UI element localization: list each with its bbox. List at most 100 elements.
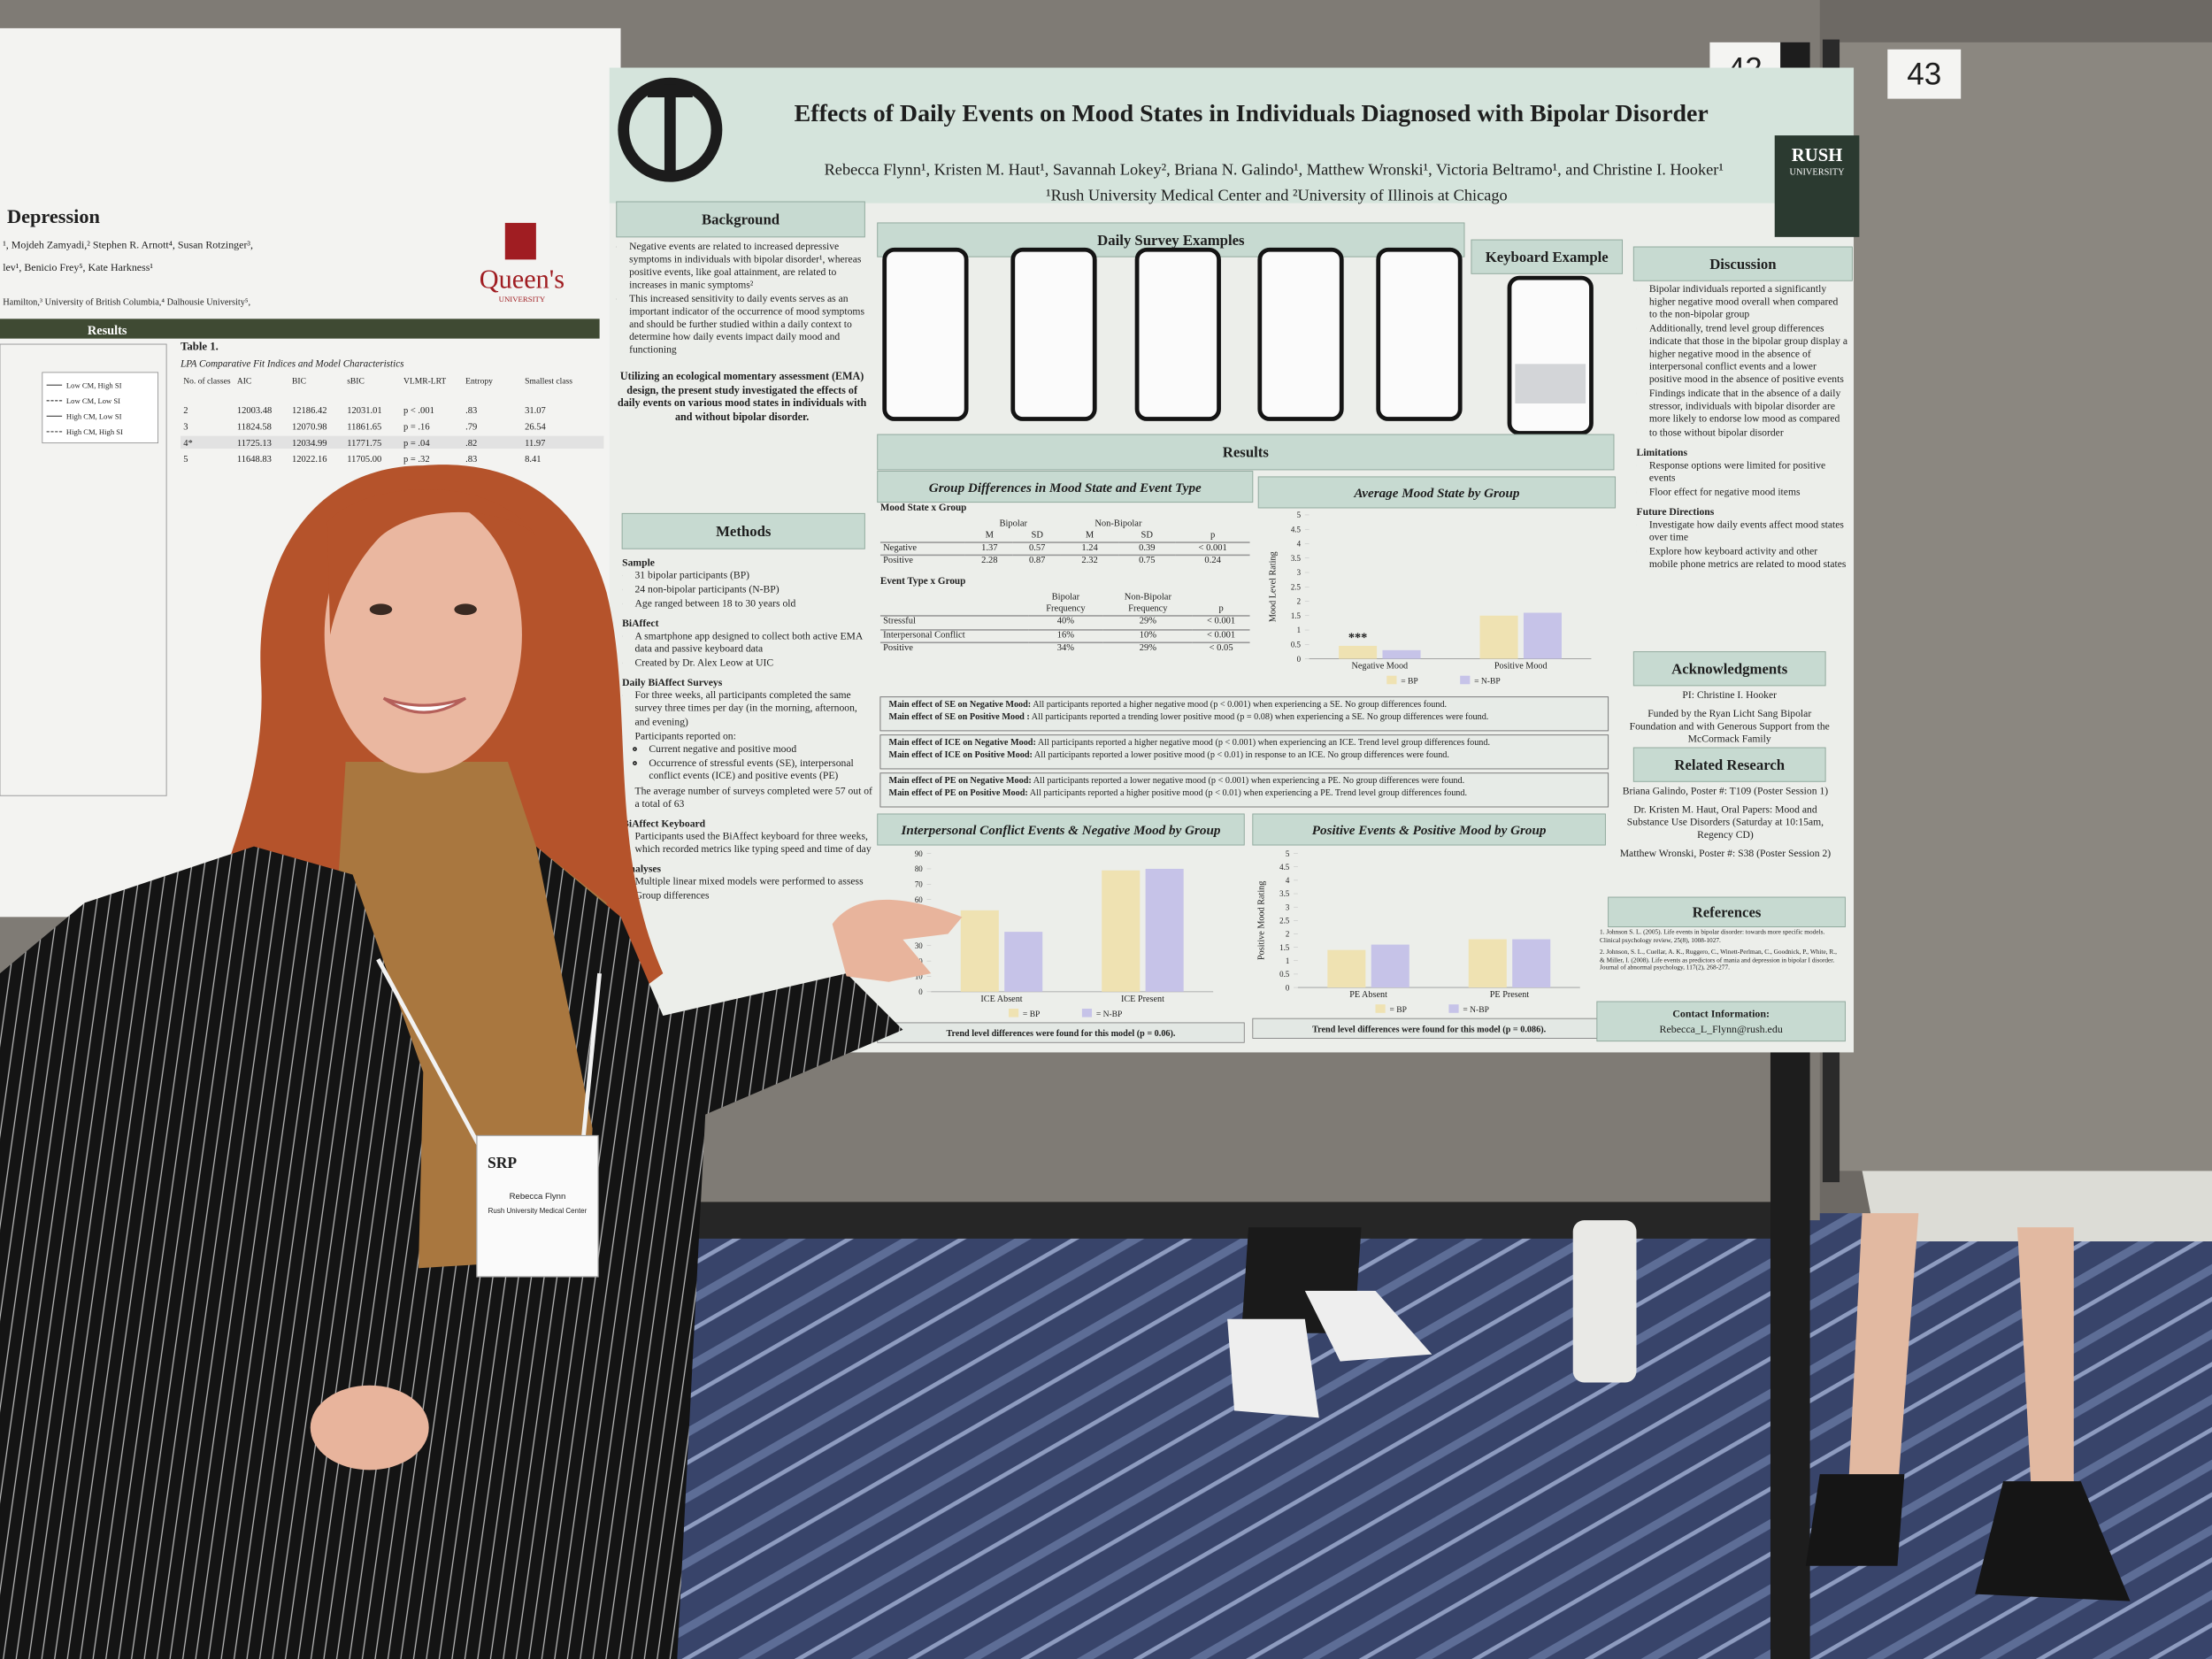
boot [1975,1481,2131,1601]
legend-label: = N-BP [1096,1010,1123,1019]
section-header [877,434,1615,471]
name-badge [476,1134,599,1278]
table-cell: 0.87 [1013,554,1062,568]
column-header: p [1218,603,1224,614]
section-header [877,471,1254,503]
table-cell: 2 [183,406,188,416]
phone-screenshot [1257,247,1344,421]
legend-label: = BP [1389,1005,1406,1015]
text-column: Sample31 bipolar participants (BP) 24 non… [622,556,873,902]
section-heading: Discussion [1709,256,1777,273]
authors: ¹, Mojdeh Zamyadi,² Stephen R. Arnott⁴, … [3,239,253,251]
logo-crest [504,222,536,260]
poster-title: Effects of Daily Events on Mood States i… [795,100,1709,127]
group-heading: Sample [622,556,655,569]
bar [960,910,999,992]
shoe [1304,1290,1432,1362]
table-title: Event Type x Group [879,576,966,588]
effect-lead: Main effect of SE on Positive Mood : [888,711,1030,722]
lanyard [579,972,602,1160]
table-cell: 2.28 [965,554,1014,568]
column-header: Frequency [1128,603,1168,614]
table-cell: 1.37 [965,541,1014,556]
column-header: Frequency [1046,603,1086,614]
group-heading: BiAffect Keyboard [622,816,706,830]
text-column: 1. Johnson S. L. (2005). Life events in … [1600,928,1842,972]
y-tick-label: 1 [1286,956,1289,965]
table-cell: p < .001 [403,406,434,416]
lanyard [376,958,489,1161]
y-axis-label: Mood Level Rating [1268,551,1278,622]
table-row: Stressful 40% 29% < 0.001 [879,615,1250,630]
effect-box [879,772,1609,808]
hair [326,489,536,635]
y-tick-label: 0.5 [1279,970,1290,979]
column-header: Smallest class [525,377,572,387]
table-cell: 11725.13 [237,439,272,449]
figure-frame [0,343,167,796]
table-cell: 12034.99 [292,439,326,449]
bar [1468,939,1507,988]
column-header: SD [1141,530,1153,541]
table-cell [880,604,1028,617]
table-cell: 0.24 [1175,554,1250,568]
y-tick-label: 0 [1286,983,1290,992]
group-heading: Analyses [622,862,662,875]
y-tick-label: 1.5 [1279,943,1290,952]
y-tick-label: 3 [1286,902,1290,911]
text-block: 1. Johnson S. L. (2005). Life events in … [1600,928,1842,972]
group-header: Non-Bipolar [1124,592,1171,603]
y-tick-label: 0 [918,987,923,996]
effect-line: Main effect of ICE on Negative Mood: All… [888,738,1605,750]
table-cell: 11861.65 [347,422,381,432]
trousers [380,1256,678,1659]
presenter: SRP Rebecca Flynn Rush University Medica… [0,465,963,1659]
bar [1145,868,1184,992]
section-heading: Related Research [1674,757,1785,773]
column-header: M [985,530,994,541]
bar [1382,649,1421,659]
column-header: VLMR-LRT [403,377,446,387]
contact-email: Rebecca_L_Flynn@rush.edu [1660,1023,1783,1035]
table-cell: 31.07 [525,406,546,416]
y-tick-label: 60 [915,895,923,904]
table-row: M SD M SD p [880,530,1250,542]
section-heading: Background [702,211,780,228]
bar [1371,944,1409,988]
table-cell: 0.39 [1118,541,1176,556]
skirt [1862,1171,2212,1242]
section-heading: References [1693,904,1762,921]
column-header: AIC [237,377,251,387]
table-row: Bipolar Non-Bipolar [880,518,1250,530]
bullet: Negative events are related to increased… [629,240,867,291]
reference: 1. Johnson S. L. (2005). Life events in … [1600,928,1825,943]
y-tick-label: 4.5 [1291,525,1302,534]
chart-note: Trend level differences were found for t… [946,1029,1175,1039]
y-tick-label: 0.5 [1291,641,1302,649]
effect-box [879,696,1609,732]
column-header: sBIC [347,377,365,387]
section-header [1608,896,1846,927]
leg [2016,1227,2074,1496]
x-tick-label: PE Present [1490,990,1530,1000]
table-cell: 11648.83 [237,455,272,465]
section-header [1632,651,1826,687]
bullet: Response options were limited for positi… [1649,458,1848,484]
table-cell: < 0.05 [1192,641,1250,655]
section-heading: Positive Events & Positive Mood by Group [1312,824,1547,838]
bullet-list: Negative events are related to increased… [617,240,868,356]
table-cell: 12031.01 [347,406,381,416]
y-tick-label: 30 [915,941,923,950]
bar [1479,615,1518,659]
y-tick-label: 4 [1286,876,1290,885]
bullet: Group differences [634,889,872,902]
text-block: Main effect of PE on Negative Mood: All … [888,776,1467,798]
bullet-list: A smartphone app designed to collect bot… [622,629,873,669]
table-cell: Interpersonal Conflict [879,628,1028,642]
text-column: Mood State x Group Bipolar Non-Bipolar M SD M… [879,503,1250,655]
table-cell: .83 [465,406,477,416]
bullet: Floor effect for negative mood items [1649,485,1848,497]
section-heading: Keyboard Example [1486,249,1609,265]
table-cell [880,518,965,530]
